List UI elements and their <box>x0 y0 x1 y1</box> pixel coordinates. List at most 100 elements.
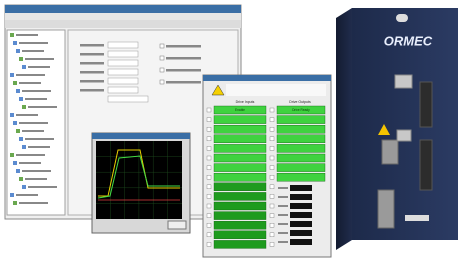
tree-label <box>19 202 48 204</box>
tree-label <box>16 194 38 196</box>
tree-icon <box>22 65 26 69</box>
input-button[interactable] <box>214 212 266 220</box>
tree-icon <box>10 193 14 197</box>
output-indicator <box>270 233 274 237</box>
input-indicator <box>207 214 211 218</box>
input-indicator <box>207 194 211 198</box>
input-button[interactable] <box>214 154 266 162</box>
tree-label <box>19 42 48 44</box>
output-button[interactable] <box>277 173 325 181</box>
input-indicator <box>207 223 211 227</box>
input-button[interactable] <box>214 221 266 229</box>
checkbox[interactable] <box>160 80 164 84</box>
field-label <box>80 89 104 92</box>
field-input[interactable] <box>108 69 138 75</box>
input-indicator <box>207 118 211 122</box>
terminal-block <box>420 140 432 190</box>
tree-icon <box>10 153 14 157</box>
checkbox[interactable] <box>160 44 164 48</box>
status-label <box>278 232 288 234</box>
status-field <box>290 203 312 209</box>
output-button[interactable] <box>277 125 325 133</box>
tree-icon <box>19 137 23 141</box>
input-button[interactable] <box>214 144 266 152</box>
output-button[interactable] <box>277 116 325 124</box>
output-indicator <box>270 127 274 131</box>
input-button[interactable] <box>214 173 266 181</box>
input-button[interactable] <box>214 135 266 143</box>
output-indicator <box>270 137 274 141</box>
input-button[interactable] <box>214 125 266 133</box>
input-button[interactable] <box>214 192 266 200</box>
status-field <box>290 194 312 200</box>
tree-icon <box>13 41 17 45</box>
tree-icon <box>19 57 23 61</box>
drive-logo: ORMEC <box>384 33 433 48</box>
terminal-block <box>420 82 432 127</box>
tree-icon <box>19 97 23 101</box>
tree-icon <box>13 201 17 205</box>
tree-label <box>19 82 41 84</box>
tree-label <box>25 178 47 180</box>
field-input[interactable] <box>108 60 138 66</box>
input-button[interactable] <box>214 231 266 239</box>
checkbox[interactable] <box>160 56 164 60</box>
tree-icon <box>22 185 26 189</box>
field-input[interactable] <box>108 78 138 84</box>
option-label <box>166 81 201 84</box>
status-label <box>278 223 288 225</box>
tree-label <box>28 66 50 68</box>
body: {"software_window": {"inputs_title": "Dr… <box>0 0 463 259</box>
field-label <box>80 53 104 56</box>
tree-label <box>19 162 41 164</box>
output-button[interactable] <box>277 164 325 172</box>
output-button[interactable] <box>277 144 325 152</box>
input-button[interactable] <box>214 116 266 124</box>
field-label <box>80 44 104 47</box>
input-button[interactable] <box>214 202 266 210</box>
tree-icon <box>22 105 26 109</box>
drive-side <box>336 8 352 250</box>
tree-icon <box>16 169 20 173</box>
output-indicator <box>270 242 274 246</box>
output-indicator <box>270 156 274 160</box>
input-button[interactable] <box>214 183 266 191</box>
status-field <box>290 221 312 227</box>
output-button[interactable] <box>277 154 325 162</box>
connector <box>382 140 398 164</box>
output-label: Drive Ready <box>292 108 310 112</box>
checkbox[interactable] <box>160 68 164 72</box>
scope-title-bar <box>92 133 190 139</box>
scope-button[interactable] <box>168 221 186 229</box>
input-indicator <box>207 204 211 208</box>
field-input[interactable] <box>108 51 138 57</box>
status-label <box>278 214 288 216</box>
field-input[interactable] <box>108 87 138 93</box>
tree-label <box>16 154 45 156</box>
tree-icon <box>16 89 20 93</box>
tree-label <box>25 138 54 140</box>
input-indicator <box>207 166 211 170</box>
output-indicator <box>270 118 274 122</box>
input-indicator <box>207 185 211 189</box>
output-button[interactable] <box>277 135 325 143</box>
status-label <box>278 241 288 243</box>
tree-icon <box>13 161 17 165</box>
field-input[interactable] <box>108 42 138 48</box>
tree-icon <box>16 129 20 133</box>
tree-label <box>22 130 44 132</box>
output-indicator <box>270 204 274 208</box>
output-indicator <box>270 166 274 170</box>
scene: Drive Inputs Drive Outputs EnableDrive R… <box>0 0 463 259</box>
page: Servo software and drive html, body { ma… <box>0 0 463 259</box>
output-indicator <box>270 185 274 189</box>
input-indicator <box>207 175 211 179</box>
tree-label <box>28 146 50 148</box>
tree-icon <box>13 121 17 125</box>
tree-icon <box>22 145 26 149</box>
dropdown[interactable] <box>108 96 148 102</box>
input-indicator <box>207 108 211 112</box>
input-button[interactable] <box>214 240 266 248</box>
warning-text-area <box>226 84 326 96</box>
input-button[interactable] <box>214 164 266 172</box>
